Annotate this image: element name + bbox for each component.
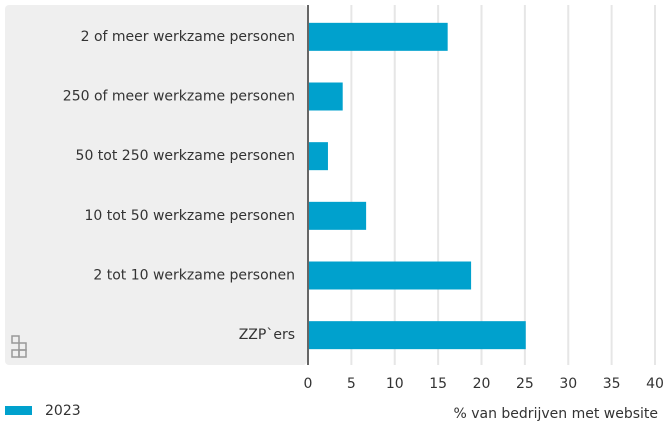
- bar: [308, 321, 526, 350]
- x-tick-label: 20: [473, 376, 491, 392]
- x-axis-label: % van bedrijven met website: [453, 406, 658, 421]
- x-tick-label: 10: [386, 376, 404, 392]
- y-tick-label: 10 tot 50 werkzame personen: [84, 208, 295, 224]
- y-tick-label: 2 tot 10 werkzame personen: [93, 268, 295, 284]
- y-tick-label: 250 of meer werkzame personen: [63, 89, 295, 105]
- x-tick-label: 30: [559, 376, 577, 392]
- x-tick-label: 25: [516, 376, 534, 392]
- y-tick-label: 2 of meer werkzame personen: [81, 29, 295, 45]
- legend-swatch: [5, 406, 32, 415]
- bar: [308, 142, 328, 171]
- label-panel: [5, 5, 307, 365]
- y-tick-label: 50 tot 250 werkzame personen: [76, 148, 295, 164]
- legend-label: 2023: [45, 403, 81, 419]
- logo: [11, 335, 27, 358]
- bar: [308, 261, 472, 290]
- x-tick-label: 5: [347, 376, 356, 392]
- x-tick-label: 15: [429, 376, 447, 392]
- bar: [308, 82, 343, 111]
- y-tick-label: ZZP`ers: [239, 327, 295, 343]
- bar: [308, 22, 448, 51]
- x-tick-label: 35: [603, 376, 621, 392]
- x-tick-label: 40: [646, 376, 664, 392]
- x-tick-label: 0: [304, 376, 313, 392]
- bar: [308, 201, 367, 230]
